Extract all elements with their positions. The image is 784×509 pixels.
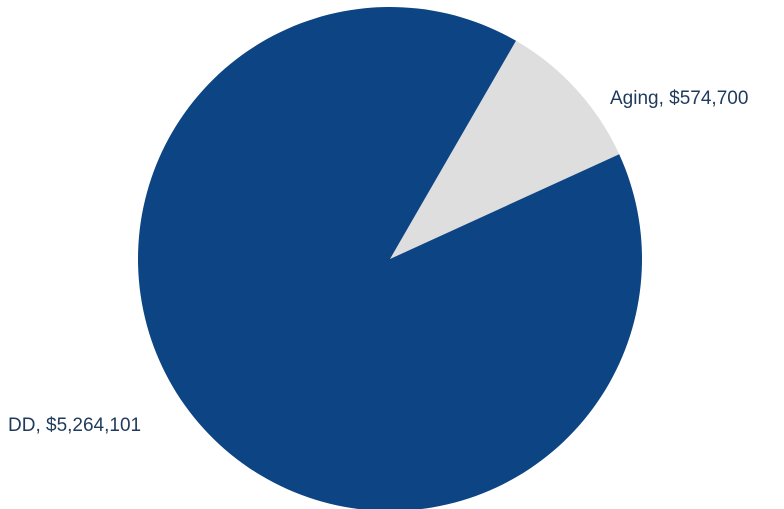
- pie-slice-dd: [138, 6, 642, 509]
- pie-labels: Aging, $574,700 DD, $5,264,101: [8, 88, 748, 436]
- pie-slices: [138, 6, 642, 509]
- pie-slice-aging: [390, 40, 620, 260]
- slice-label-dd: DD, $5,264,101: [8, 415, 141, 436]
- slice-label-aging: Aging, $574,700: [610, 88, 748, 109]
